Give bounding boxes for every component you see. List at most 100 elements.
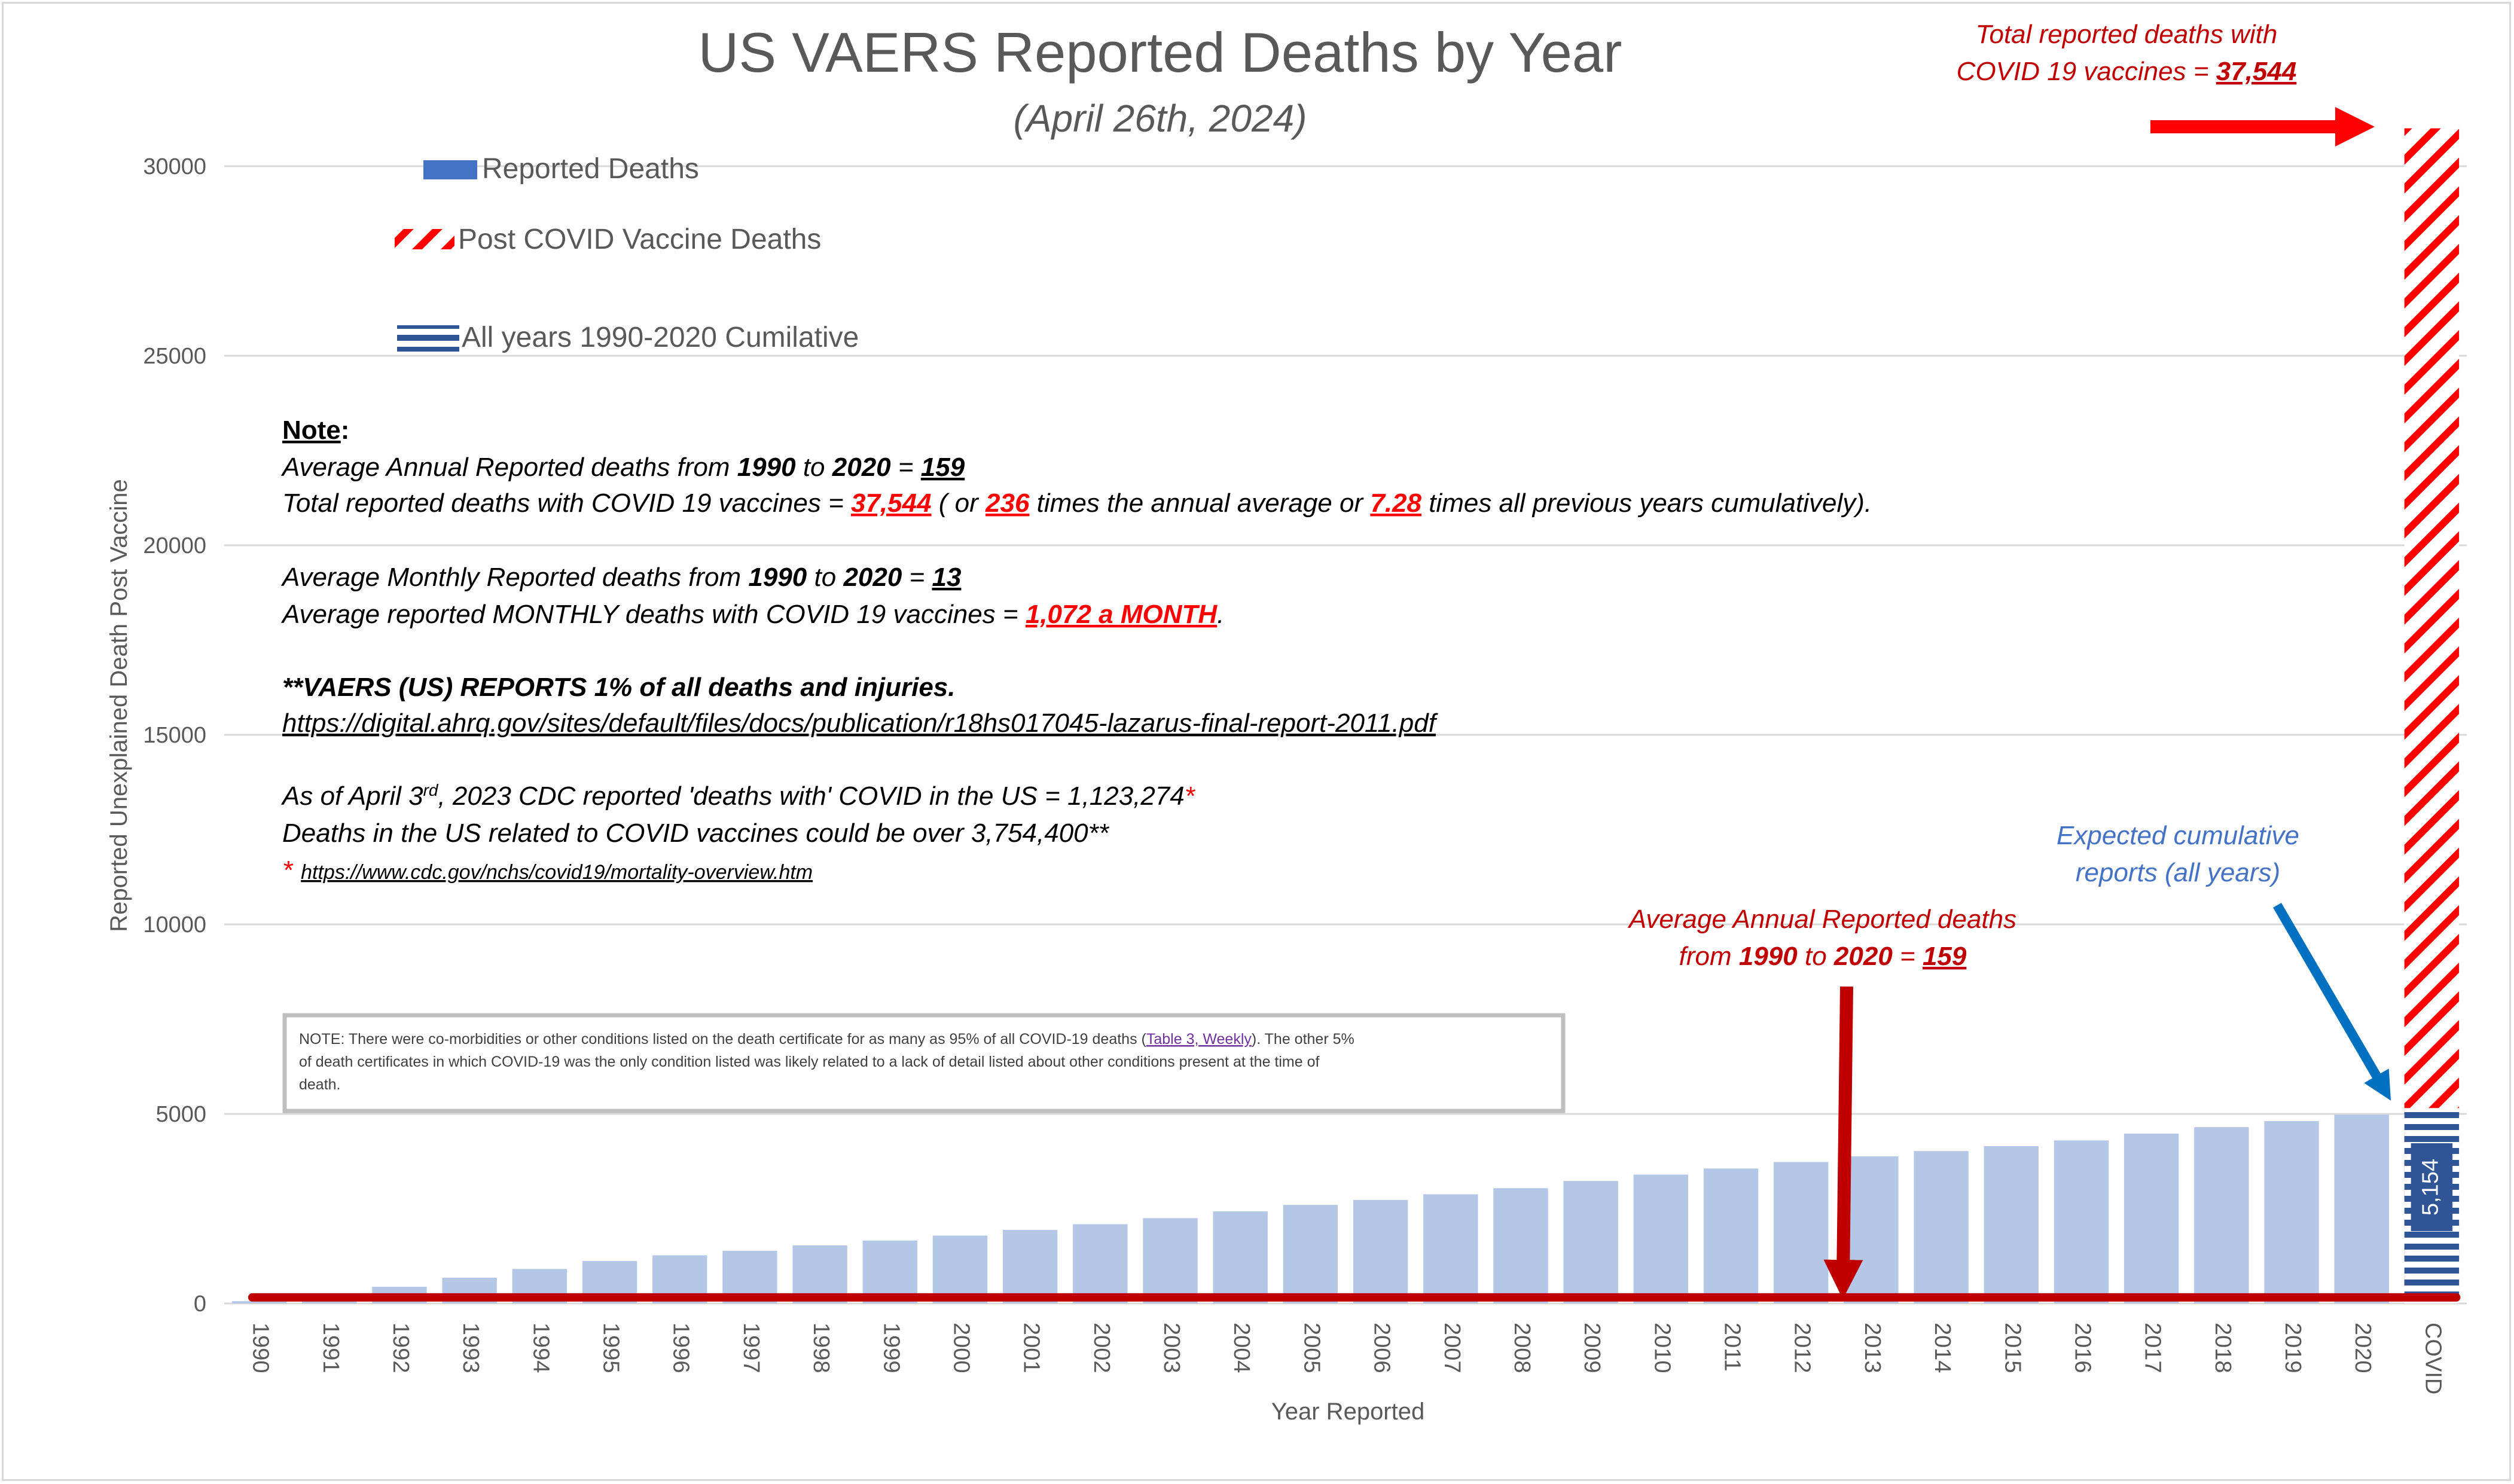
chart-title: US VAERS Reported Deaths by Year xyxy=(698,21,1622,84)
legend-label-covid: Post COVID Vaccine Deaths xyxy=(458,224,821,255)
y-tick-label: 15000 xyxy=(143,723,206,748)
note-line-3: Average Monthly Reported deaths from 199… xyxy=(280,563,961,592)
note-l7-b: , 2023 CDC reported 'deaths with' COVID … xyxy=(438,781,1184,811)
x-tick-label: 2006 xyxy=(1369,1323,1395,1373)
note-l4-a: Average reported MONTHLY deaths with COV… xyxy=(280,600,1026,629)
x-tick-label: 2007 xyxy=(1439,1323,1465,1373)
bar-2002 xyxy=(1073,1224,1128,1303)
note-line-9: * https://www.cdc.gov/nchs/covid19/mortal… xyxy=(282,856,813,885)
x-tick-label: 1991 xyxy=(318,1323,343,1373)
note-l2-b: 37,544 xyxy=(851,488,932,518)
bar-2016 xyxy=(2054,1140,2109,1303)
bar-2010 xyxy=(1633,1174,1689,1303)
average-l2-c: to xyxy=(1798,942,1834,971)
note-l1-b: 1990 xyxy=(737,453,796,482)
x-tick-label: COVID xyxy=(2420,1323,2445,1394)
note-line-1: Average Annual Reported deaths from 1990… xyxy=(280,453,965,482)
average-l2-f: 159 xyxy=(1923,942,1967,971)
x-tick-label: 2013 xyxy=(1860,1323,1885,1373)
legend-swatch-covid xyxy=(395,229,454,249)
expected-arrow xyxy=(2273,902,2391,1101)
note-l2-d: 236 xyxy=(985,488,1030,518)
note-l4-c: . xyxy=(1217,600,1224,629)
note-l3-d: 2020 xyxy=(843,563,902,592)
note-l2-a: Total reported deaths with COVID 19 vacc… xyxy=(282,488,851,518)
note-l1-d: 2020 xyxy=(832,453,891,482)
average-line-2: from 1990 to 2020 = 159 xyxy=(1679,942,1967,971)
expected-line-1: Expected cumulative xyxy=(2057,821,2299,850)
x-tick-label: 2010 xyxy=(1649,1323,1674,1373)
y-tick-label: 20000 xyxy=(143,533,206,558)
cumulative-value-label: 5,154 xyxy=(2418,1159,2443,1216)
x-tick-label: 2005 xyxy=(1299,1323,1324,1373)
bar-2009 xyxy=(1563,1181,1618,1303)
x-tick-label: 2018 xyxy=(2210,1323,2235,1373)
x-tick-label: 1993 xyxy=(458,1323,483,1373)
total-deaths-line-1: Total reported deaths with xyxy=(1976,20,2278,49)
note-l1-c: to xyxy=(796,453,832,482)
x-tick-label: 2016 xyxy=(2070,1323,2095,1373)
expected-line-2: reports (all years) xyxy=(2076,858,2280,887)
x-tick-label: 1999 xyxy=(878,1323,904,1373)
note-link-ahrq[interactable]: https://digital.ahrq.gov/sites/default/f… xyxy=(282,709,1439,738)
note-line-2: Total reported deaths with COVID 19 vacc… xyxy=(282,488,1872,518)
note-l3-a: Average Monthly Reported deaths from xyxy=(280,563,748,592)
x-tick-label: 2015 xyxy=(2000,1323,2025,1373)
note-l3-f: 13 xyxy=(932,563,961,592)
total-deaths-line-2: COVID 19 vaccines = 37,544 xyxy=(1957,57,2297,86)
note-l1-a: Average Annual Reported deaths from xyxy=(280,453,737,482)
x-tick-label: 1990 xyxy=(248,1323,273,1373)
x-tick-label: 1998 xyxy=(808,1323,834,1373)
note-l1-f: 159 xyxy=(921,453,965,482)
legend-swatch-reported xyxy=(423,160,477,179)
legend-swatch-cumulative xyxy=(397,325,459,352)
note-l2-e: times the annual average or xyxy=(1029,488,1370,518)
bar-covid-deaths xyxy=(2404,128,2460,1304)
bar-2018 xyxy=(2194,1127,2249,1303)
x-tick-label: 2000 xyxy=(948,1323,974,1373)
note-line-5: **VAERS (US) REPORTS 1% of all deaths an… xyxy=(282,673,956,702)
note-l1-e: = xyxy=(891,453,921,482)
average-arrow xyxy=(1823,986,1863,1299)
bar-2007 xyxy=(1423,1194,1478,1303)
note-line-7: As of April 3rd, 2023 CDC reported 'deat… xyxy=(280,781,1196,811)
y-tick-label: 10000 xyxy=(143,912,206,938)
bar-2013 xyxy=(1844,1156,1899,1303)
bar-2003 xyxy=(1143,1218,1198,1303)
x-tick-label: 2011 xyxy=(1720,1323,1745,1372)
total-deaths-annotation: Total reported deaths with COVID 19 vacc… xyxy=(1957,20,2375,146)
x-tick-label: 2002 xyxy=(1089,1323,1114,1373)
bar-2001 xyxy=(1002,1230,1058,1303)
bar-2004 xyxy=(1213,1211,1268,1303)
bar-2011 xyxy=(1703,1168,1759,1303)
bar-2019 xyxy=(2264,1121,2319,1303)
note-l7-sup: rd xyxy=(423,781,439,799)
total-deaths-value: 37,544 xyxy=(2216,57,2297,86)
box-line-3: death. xyxy=(299,1076,341,1093)
note-l2-f: 7.28 xyxy=(1370,488,1421,518)
average-l2-b: 1990 xyxy=(1739,942,1798,971)
bar-2012 xyxy=(1774,1162,1829,1303)
note-line-8: Deaths in the US related to COVID vaccin… xyxy=(282,819,1110,848)
expected-cumulative-annotation: Expected cumulative reports (all years) xyxy=(2057,821,2391,1101)
chart-subtitle: (April 26th, 2024) xyxy=(1014,97,1307,140)
average-line-1: Average Annual Reported deaths xyxy=(1627,905,2016,934)
box-link-table3[interactable]: Table 3, Weekly xyxy=(1146,1031,1252,1048)
x-tick-label: 1995 xyxy=(599,1323,624,1373)
y-axis-ticks: 0 5000 10000 15000 20000 25000 30000 xyxy=(143,154,206,1317)
x-tick-label: 2014 xyxy=(1930,1323,1955,1373)
bar-1999 xyxy=(862,1240,917,1303)
x-tick-label: 2008 xyxy=(1509,1323,1534,1373)
x-tick-label: 1994 xyxy=(528,1323,553,1373)
y-tick-label: 0 xyxy=(194,1291,206,1317)
note-l2-c: ( or xyxy=(932,488,986,518)
x-tick-label: 1996 xyxy=(669,1323,694,1373)
note-l9-star: * xyxy=(282,856,294,885)
note-block: Note: Average Annual Reported deaths fro… xyxy=(280,416,1872,885)
note-link-cdc[interactable]: https://www.cdc.gov/nchs/covid19/mortali… xyxy=(301,861,813,884)
comorbidity-note-box: NOTE: There were co-morbidities or other… xyxy=(282,1013,1566,1113)
total-deaths-line-2-pre: COVID 19 vaccines = xyxy=(1957,57,2216,86)
y-tick-label: 30000 xyxy=(143,154,206,179)
note-l7-star: * xyxy=(1185,781,1196,811)
note-heading: Note xyxy=(282,416,341,445)
